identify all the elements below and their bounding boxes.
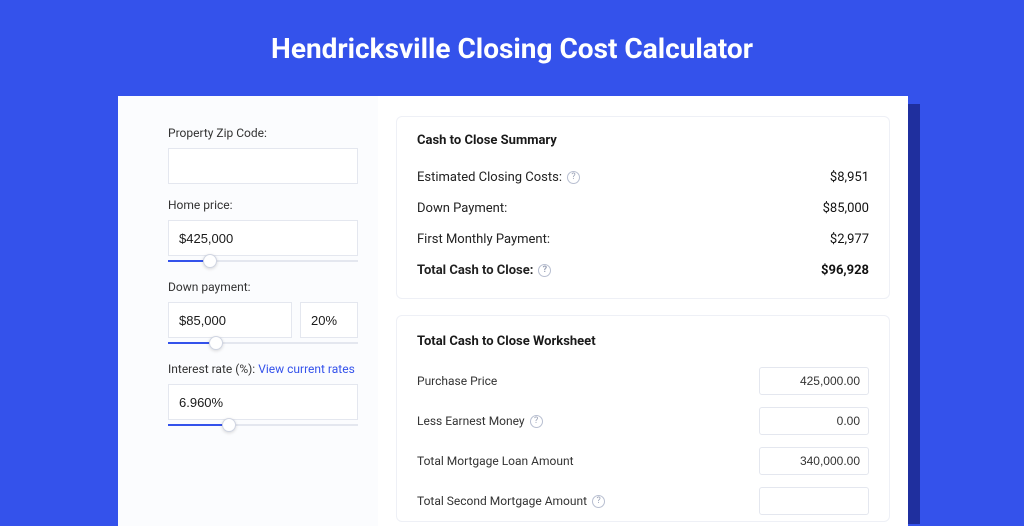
summary-row-label: Down Payment: — [417, 201, 507, 216]
worksheet-value-input[interactable] — [759, 367, 869, 395]
summary-row-value: $96,928 — [821, 263, 869, 278]
worksheet-row: Total Second Mortgage Amount? — [417, 481, 869, 521]
summary-card: Cash to Close Summary Estimated Closing … — [396, 116, 890, 299]
worksheet-value-input[interactable] — [759, 487, 869, 515]
home-price-slider[interactable] — [168, 256, 358, 266]
view-rates-link[interactable]: View current rates — [258, 362, 355, 376]
help-icon[interactable]: ? — [567, 171, 580, 184]
worksheet-label-text: Total Mortgage Loan Amount — [417, 454, 574, 468]
home-price-field-group: Home price: — [168, 198, 358, 266]
summary-label-text: Estimated Closing Costs: — [417, 170, 562, 185]
slider-thumb[interactable] — [203, 254, 217, 268]
summary-row: Down Payment: $85,000 — [417, 193, 869, 224]
worksheet-value-input[interactable] — [759, 447, 869, 475]
summary-row: Total Cash to Close:? $96,928 — [417, 255, 869, 286]
home-price-label: Home price: — [168, 198, 358, 212]
down-payment-slider[interactable] — [168, 338, 358, 348]
worksheet-label-text: Less Earnest Money — [417, 414, 525, 428]
slider-thumb[interactable] — [222, 418, 236, 432]
results-panel: Cash to Close Summary Estimated Closing … — [378, 96, 908, 526]
worksheet-row: Less Earnest Money? — [417, 401, 869, 441]
down-payment-field-group: Down payment: — [168, 280, 358, 348]
worksheet-row-label: Total Second Mortgage Amount? — [417, 494, 605, 508]
interest-rate-field-group: Interest rate (%): View current rates — [168, 362, 358, 430]
worksheet-heading: Total Cash to Close Worksheet — [417, 334, 869, 349]
down-payment-input[interactable] — [168, 302, 292, 338]
zip-field-group: Property Zip Code: — [168, 126, 358, 184]
summary-heading: Cash to Close Summary — [417, 133, 869, 148]
summary-label-text: First Monthly Payment: — [417, 232, 550, 247]
summary-row-value: $85,000 — [823, 201, 869, 216]
inputs-panel: Property Zip Code: Home price: Down paym… — [118, 96, 378, 526]
worksheet-row-label: Total Mortgage Loan Amount — [417, 454, 574, 468]
help-icon[interactable]: ? — [530, 415, 543, 428]
summary-row-label: Total Cash to Close:? — [417, 263, 551, 278]
interest-rate-label: Interest rate (%): View current rates — [168, 362, 358, 376]
home-price-input[interactable] — [168, 220, 358, 256]
page-title: Hendricksville Closing Cost Calculator — [0, 0, 1024, 89]
worksheet-row: Purchase Price — [417, 361, 869, 401]
help-icon[interactable]: ? — [592, 495, 605, 508]
slider-thumb[interactable] — [209, 336, 223, 350]
worksheet-label-text: Total Second Mortgage Amount — [417, 494, 587, 508]
worksheet-row-label: Purchase Price — [417, 374, 497, 388]
worksheet-label-text: Purchase Price — [417, 374, 497, 388]
summary-row-value: $2,977 — [830, 232, 869, 247]
summary-label-text: Total Cash to Close: — [417, 263, 533, 278]
interest-rate-label-text: Interest rate (%): — [168, 362, 258, 376]
help-icon[interactable]: ? — [538, 264, 551, 277]
worksheet-row-label: Less Earnest Money? — [417, 414, 543, 428]
summary-row-value: $8,951 — [830, 170, 869, 185]
interest-rate-input[interactable] — [168, 384, 358, 420]
worksheet-row: Total Mortgage Loan Amount — [417, 441, 869, 481]
summary-row-label: Estimated Closing Costs:? — [417, 170, 580, 185]
zip-label: Property Zip Code: — [168, 126, 358, 140]
zip-input[interactable] — [168, 148, 358, 184]
down-payment-label: Down payment: — [168, 280, 358, 294]
down-payment-pct-input[interactable] — [300, 302, 358, 338]
summary-row: Estimated Closing Costs:? $8,951 — [417, 162, 869, 193]
summary-row-label: First Monthly Payment: — [417, 232, 550, 247]
slider-fill — [168, 424, 229, 426]
summary-label-text: Down Payment: — [417, 201, 507, 216]
worksheet-card: Total Cash to Close Worksheet Purchase P… — [396, 315, 890, 522]
worksheet-value-input[interactable] — [759, 407, 869, 435]
calculator-card: Property Zip Code: Home price: Down paym… — [118, 96, 908, 526]
summary-row: First Monthly Payment: $2,977 — [417, 224, 869, 255]
interest-rate-slider[interactable] — [168, 420, 358, 430]
